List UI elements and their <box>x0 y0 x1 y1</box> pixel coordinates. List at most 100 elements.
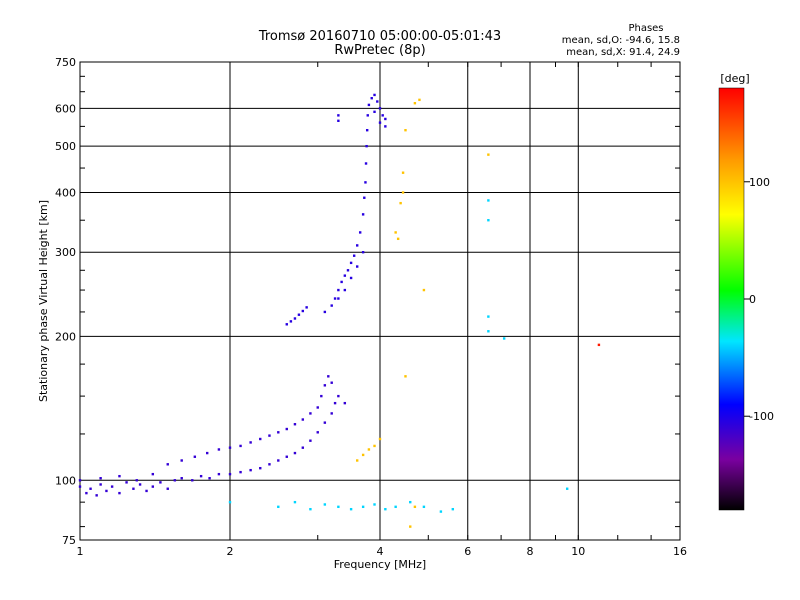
data-point <box>118 474 121 478</box>
data-point <box>205 451 209 455</box>
data-point <box>95 494 98 497</box>
data-point <box>365 144 368 148</box>
data-point <box>180 459 183 462</box>
data-point <box>373 93 376 97</box>
data-point <box>309 507 312 511</box>
data-point <box>361 213 365 216</box>
colorbar-ticks: 100 0 -100 <box>744 176 774 423</box>
data-point <box>401 171 405 174</box>
data-point <box>78 479 82 482</box>
data-point <box>285 323 288 326</box>
x-tick-label-3: 6 <box>464 545 471 558</box>
data-point <box>396 237 400 241</box>
data-point <box>337 297 340 300</box>
colorbar-label: [deg] <box>720 72 749 85</box>
data-point <box>361 505 365 509</box>
data-point <box>365 128 369 132</box>
data-point <box>105 489 108 493</box>
data-point <box>361 453 365 457</box>
x-tick-label-5: 10 <box>571 545 585 558</box>
data-point <box>277 505 280 509</box>
data-point <box>249 468 252 472</box>
data-point <box>358 231 362 234</box>
data-point <box>330 381 333 384</box>
data-point <box>349 507 353 511</box>
data-point <box>173 479 177 482</box>
data-point <box>217 472 221 476</box>
data-point <box>301 418 305 421</box>
data-point <box>293 423 297 426</box>
data-point <box>208 477 211 480</box>
data-point <box>346 269 350 272</box>
data-point <box>378 437 382 441</box>
data-point <box>323 421 327 424</box>
data-point <box>228 472 232 476</box>
data-point <box>125 481 128 484</box>
data-point <box>180 477 183 480</box>
data-point <box>239 470 242 474</box>
data-point <box>333 401 337 405</box>
data-point <box>487 199 490 202</box>
data-point <box>316 431 319 434</box>
stats-o-mode: mean, sd,O: -94.6, 15.8 <box>562 35 680 46</box>
data-point <box>301 309 305 313</box>
data-point <box>330 304 333 307</box>
y-tick-label-1: 100 <box>55 474 76 487</box>
y-tick-label-5: 500 <box>55 140 76 153</box>
data-point <box>487 153 490 156</box>
stats-heading: Phases <box>628 23 663 34</box>
data-point <box>259 466 262 470</box>
data-point <box>413 505 417 509</box>
data-point <box>151 472 155 476</box>
data-point <box>597 343 601 347</box>
data-point <box>381 114 384 117</box>
data-point <box>352 254 356 257</box>
chart-subtitle: RwPretec (8p) <box>334 43 425 58</box>
data-point <box>401 191 405 194</box>
data-point <box>343 401 347 405</box>
data-point <box>330 412 333 415</box>
x-tick-label-0: 1 <box>77 545 84 558</box>
data-point <box>193 455 197 458</box>
data-point <box>309 439 312 442</box>
data-point <box>249 441 252 444</box>
data-point <box>277 431 280 434</box>
y-tick-label-7: 750 <box>55 56 76 69</box>
data-point <box>277 459 280 462</box>
data-point <box>422 288 426 292</box>
data-point <box>118 491 121 495</box>
data-point <box>145 489 148 493</box>
data-point <box>355 244 359 247</box>
y-tick-label-0: 75 <box>62 534 76 547</box>
data-point <box>323 503 327 506</box>
colorbar-tick-label-0: 100 <box>749 176 770 189</box>
data-point <box>301 446 305 449</box>
data-point <box>343 288 347 292</box>
data-point <box>399 201 402 205</box>
data-point <box>259 437 262 441</box>
data-point <box>327 375 330 378</box>
x-tick-label-6: 16 <box>673 545 687 558</box>
colorbar-tick-label-2: -100 <box>749 410 774 423</box>
y-tick-label-2: 200 <box>55 330 76 343</box>
data-point <box>99 477 102 480</box>
data-point <box>565 487 569 490</box>
data-point <box>367 448 371 451</box>
data-point <box>138 483 142 486</box>
data-point <box>309 412 312 415</box>
data-point <box>268 463 271 466</box>
data-point <box>323 384 327 387</box>
data-point <box>422 505 426 509</box>
data-point <box>99 483 102 486</box>
data-point <box>363 196 366 199</box>
data-point <box>364 162 368 165</box>
stats-x-mode: mean, sd,X: 91.4, 24.9 <box>566 47 680 58</box>
data-point <box>384 125 387 128</box>
data-point <box>159 481 162 484</box>
chart-title: Tromsø 20160710 05:00:00-05:01:43 <box>258 29 501 44</box>
data-point <box>439 510 443 513</box>
data-point <box>239 444 242 448</box>
data-point <box>394 231 397 234</box>
data-point <box>333 297 337 300</box>
data-point <box>323 310 327 314</box>
